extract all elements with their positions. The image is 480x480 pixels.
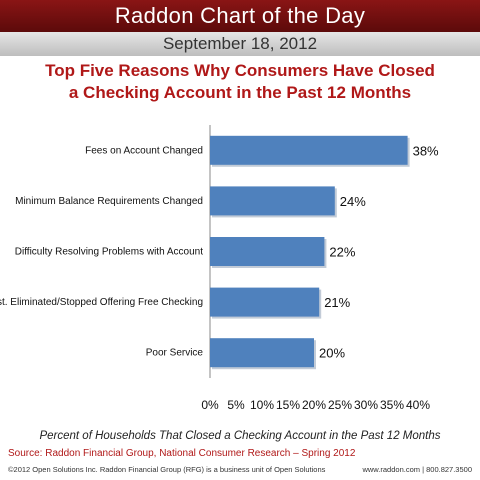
chart-title: Top Five Reasons Why Consumers Have Clos… xyxy=(0,60,480,104)
x-tick-label: 40% xyxy=(406,398,430,412)
footer: ©2012 Open Solutions Inc. Raddon Financi… xyxy=(0,462,480,480)
chart-title-line-2: a Checking Account in the Past 12 Months xyxy=(68,83,412,102)
bar-chart: Fees on Account Changed 38% Minimum Balanc… xyxy=(0,125,439,412)
bar xyxy=(210,237,325,266)
banner-title: Raddon Chart of the Day xyxy=(114,3,366,28)
date-bar: September 18, 2012 xyxy=(0,32,480,56)
data-label: 22% xyxy=(329,245,355,260)
category-label: Fees on Account Changed xyxy=(85,145,203,156)
category-label: Poor Service xyxy=(146,348,204,359)
category-label: Difficulty Resolving Problems with Accou… xyxy=(15,247,203,258)
x-tick-label: 25% xyxy=(328,398,352,412)
date-label: September 18, 2012 xyxy=(162,34,318,53)
x-tick-label: 30% xyxy=(354,398,378,412)
x-tick-label: 0% xyxy=(201,398,219,412)
data-label: 38% xyxy=(413,143,439,158)
x-tick-label: 5% xyxy=(227,398,245,412)
x-axis-label: Percent of Households That Closed a Chec… xyxy=(39,430,441,442)
footer-copyright: ©2012 Open Solutions Inc. Raddon Financi… xyxy=(8,465,326,474)
category-label: Minimum Balance Requirements Changed xyxy=(15,196,203,207)
data-label: 20% xyxy=(319,346,345,361)
source-note: Source: Raddon Financial Group, National… xyxy=(8,448,356,459)
x-tick-label: 20% xyxy=(302,398,326,412)
bar xyxy=(210,135,408,165)
bar xyxy=(210,287,320,317)
bar xyxy=(210,186,335,216)
x-tick-label: 15% xyxy=(276,398,300,412)
banner: Raddon Chart of the Day xyxy=(0,0,480,32)
bar xyxy=(210,338,314,368)
x-tick-label: 35% xyxy=(380,398,404,412)
data-label: 21% xyxy=(324,295,350,310)
data-label: 24% xyxy=(340,194,366,209)
chart-title-line-1: Top Five Reasons Why Consumers Have Clos… xyxy=(45,61,435,80)
category-label: Inst. Eliminated/Stopped Offering Free C… xyxy=(0,297,203,308)
x-tick-label: 10% xyxy=(250,398,274,412)
footer-contact: www.raddon.com | 800.827.3500 xyxy=(362,465,472,474)
